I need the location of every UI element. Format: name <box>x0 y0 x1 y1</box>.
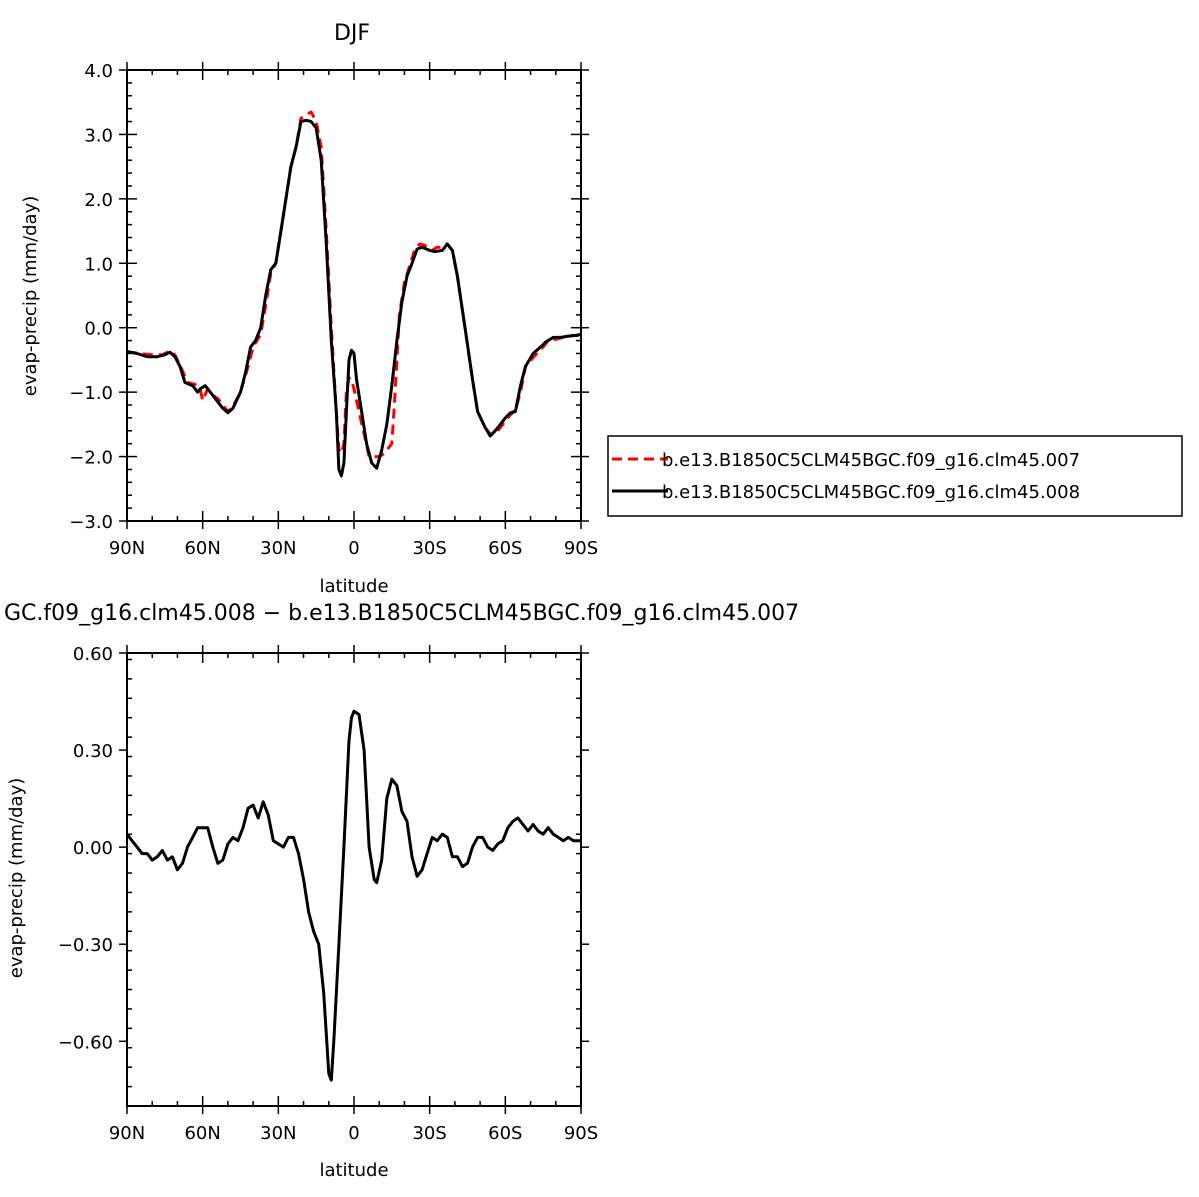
legend-label-series-1: b.e13.B1850C5CLM45BGC.f09_g16.clm45.007 <box>662 450 1080 471</box>
y-tick-label: 0.0 <box>84 319 113 340</box>
series-line-1 <box>125 709 581 1082</box>
y-tick-label: 0.30 <box>73 741 113 762</box>
y-tick-label: 1.0 <box>84 254 113 275</box>
x-tick-label: 0 <box>348 1123 359 1144</box>
x-tick-label: 30S <box>412 1123 446 1144</box>
x-tick-label: 60S <box>488 1123 522 1144</box>
x-tick-label: 30N <box>260 538 296 559</box>
bottom-plot-area: 90N 60N 30N 0 30S 60S 90S 0.60 0.30 0.00 −0.30 −0.6… <box>58 644 598 1144</box>
top-y-axis-label: evap-precip (mm/day) <box>20 196 41 397</box>
legend: b.e13.B1850C5CLM45BGC.f09_g16.clm45.007 … <box>607 435 1183 517</box>
bottom-chart-title: GC.f09_g16.clm45.008 − b.e13.B1850C5CLM4… <box>4 601 799 626</box>
bottom-panel: GC.f09_g16.clm45.008 − b.e13.B1850C5CLM4… <box>4 601 799 1181</box>
y-tick-label: −1.0 <box>69 383 113 404</box>
plot-frame <box>126 652 582 1107</box>
x-tick-label: 30N <box>260 1123 296 1144</box>
x-tick-label: 0 <box>348 538 359 559</box>
top-panel: DJF 90N 60N 30N 0 30S 60S 90S 4.0 3.0 2.0 1.0 0.0 −1… <box>20 21 598 597</box>
y-tick-label: 3.0 <box>84 125 113 146</box>
series-line-2 <box>126 118 582 478</box>
y-tick-label: 0.60 <box>73 644 113 665</box>
x-tick-label: 90S <box>564 538 598 559</box>
x-tick-label: 60S <box>488 538 522 559</box>
top-chart-title: DJF <box>334 21 370 46</box>
y-tick-label: −3.0 <box>69 512 113 533</box>
x-tick-label: 60N <box>184 1123 220 1144</box>
y-tick-label: −2.0 <box>69 448 113 469</box>
bottom-x-axis-label: latitude <box>319 1160 388 1181</box>
y-tick-label: −0.30 <box>58 935 113 956</box>
x-tick-label: 30S <box>412 538 446 559</box>
legend-box <box>607 435 1183 517</box>
y-tick-label: −0.60 <box>58 1032 113 1053</box>
y-tick-label: 4.0 <box>84 61 113 82</box>
top-x-axis-label: latitude <box>319 576 388 597</box>
x-tick-label: 90N <box>109 1123 145 1144</box>
series-line-1 <box>126 110 581 459</box>
legend-label-series-2: b.e13.B1850C5CLM45BGC.f09_g16.clm45.008 <box>662 482 1080 503</box>
x-tick-label: 60N <box>184 538 220 559</box>
x-tick-label: 90N <box>109 538 145 559</box>
y-tick-label: 2.0 <box>84 190 113 211</box>
plot-frame <box>126 69 582 522</box>
top-plot-area: 90N 60N 30N 0 30S 60S 90S 4.0 3.0 2.0 1.0 0.0 −1.0 −2… <box>69 61 598 559</box>
y-tick-label: 0.00 <box>73 838 113 859</box>
x-tick-label: 90S <box>564 1123 598 1144</box>
bottom-y-axis-label: evap-precip (mm/day) <box>6 778 27 979</box>
